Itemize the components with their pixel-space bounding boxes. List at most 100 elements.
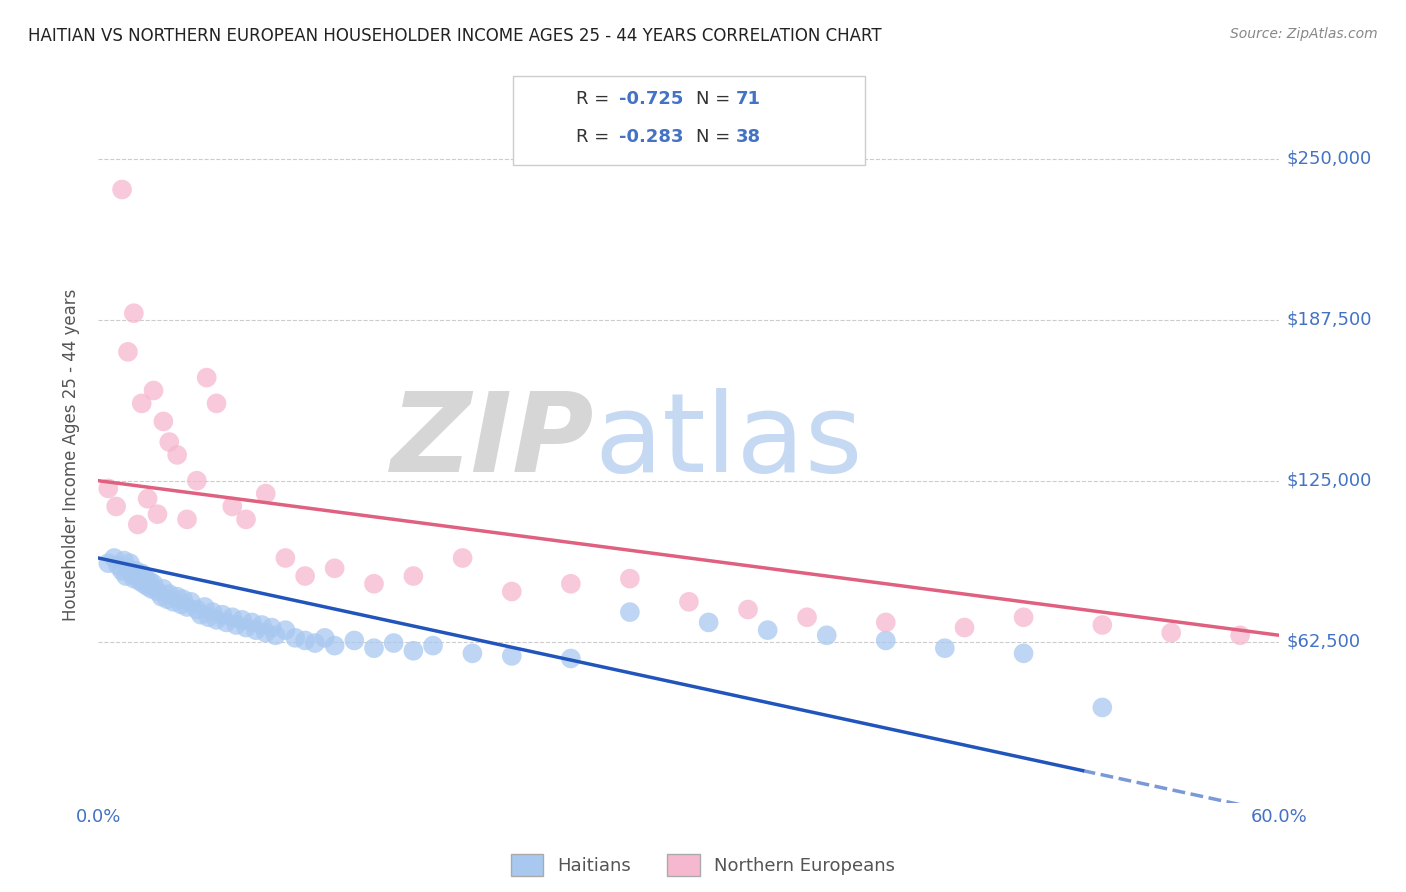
Point bbox=[117, 561, 139, 575]
Point bbox=[461, 646, 484, 660]
Point bbox=[235, 512, 257, 526]
Point bbox=[934, 641, 956, 656]
Point bbox=[235, 621, 257, 635]
Point bbox=[142, 384, 165, 398]
Point bbox=[221, 610, 243, 624]
Point bbox=[105, 500, 128, 514]
Point bbox=[176, 512, 198, 526]
Point bbox=[619, 572, 641, 586]
Point bbox=[697, 615, 720, 630]
Point bbox=[186, 602, 208, 616]
Point bbox=[1091, 618, 1114, 632]
Point bbox=[170, 598, 193, 612]
Point bbox=[304, 636, 326, 650]
Point bbox=[221, 500, 243, 514]
Text: -0.725: -0.725 bbox=[619, 90, 683, 108]
Point bbox=[152, 414, 174, 428]
Point bbox=[162, 595, 184, 609]
Point bbox=[402, 644, 425, 658]
Point bbox=[231, 613, 253, 627]
Point bbox=[284, 631, 307, 645]
Point bbox=[152, 582, 174, 596]
Point bbox=[953, 621, 976, 635]
Point bbox=[190, 607, 212, 622]
Point bbox=[245, 623, 267, 637]
Point bbox=[501, 584, 523, 599]
Point bbox=[150, 590, 173, 604]
Point bbox=[157, 435, 180, 450]
Point bbox=[136, 491, 159, 506]
Point bbox=[1012, 610, 1035, 624]
Point bbox=[146, 584, 169, 599]
Point bbox=[422, 639, 444, 653]
Point bbox=[260, 621, 283, 635]
Point bbox=[197, 610, 219, 624]
Point bbox=[142, 576, 165, 591]
Point bbox=[112, 553, 135, 567]
Point bbox=[678, 595, 700, 609]
Point bbox=[97, 556, 120, 570]
Point bbox=[1229, 628, 1251, 642]
Text: R =: R = bbox=[576, 90, 616, 108]
Point bbox=[875, 633, 897, 648]
Point bbox=[125, 564, 148, 578]
Legend: Haitians, Northern Europeans: Haitians, Northern Europeans bbox=[503, 847, 903, 883]
Point bbox=[619, 605, 641, 619]
Point bbox=[211, 607, 233, 622]
Point bbox=[205, 396, 228, 410]
Text: N =: N = bbox=[696, 128, 735, 146]
Point bbox=[180, 595, 202, 609]
Point bbox=[264, 628, 287, 642]
Point bbox=[1012, 646, 1035, 660]
Point bbox=[107, 558, 129, 573]
Point bbox=[314, 631, 336, 645]
Point bbox=[225, 618, 247, 632]
Point bbox=[111, 564, 134, 578]
Point bbox=[128, 574, 150, 589]
Point bbox=[166, 590, 188, 604]
Point bbox=[103, 551, 125, 566]
Point bbox=[363, 641, 385, 656]
Point bbox=[132, 576, 155, 591]
Point bbox=[122, 306, 145, 320]
Text: Source: ZipAtlas.com: Source: ZipAtlas.com bbox=[1230, 27, 1378, 41]
Point bbox=[172, 592, 194, 607]
Text: N =: N = bbox=[696, 90, 735, 108]
Point bbox=[166, 448, 188, 462]
Point bbox=[254, 625, 277, 640]
Text: R =: R = bbox=[576, 128, 616, 146]
Text: $250,000: $250,000 bbox=[1286, 150, 1372, 168]
Point bbox=[343, 633, 366, 648]
Point bbox=[205, 613, 228, 627]
Point bbox=[323, 561, 346, 575]
Point bbox=[194, 599, 217, 614]
Point bbox=[294, 569, 316, 583]
Point bbox=[560, 576, 582, 591]
Point bbox=[875, 615, 897, 630]
Point bbox=[756, 623, 779, 637]
Point bbox=[1091, 700, 1114, 714]
Point bbox=[195, 370, 218, 384]
Point bbox=[501, 648, 523, 663]
Text: 71: 71 bbox=[735, 90, 761, 108]
Point bbox=[254, 486, 277, 500]
Point bbox=[156, 592, 179, 607]
Point bbox=[274, 623, 297, 637]
Text: $187,500: $187,500 bbox=[1286, 310, 1372, 328]
Point bbox=[560, 651, 582, 665]
Point bbox=[141, 582, 163, 596]
Y-axis label: Householder Income Ages 25 - 44 years: Householder Income Ages 25 - 44 years bbox=[62, 289, 80, 621]
Point bbox=[111, 182, 134, 196]
Point bbox=[250, 618, 273, 632]
Point bbox=[240, 615, 263, 630]
Point bbox=[131, 396, 153, 410]
Point bbox=[135, 572, 157, 586]
Point bbox=[186, 474, 208, 488]
Point bbox=[131, 566, 153, 581]
Point bbox=[737, 602, 759, 616]
Point bbox=[323, 639, 346, 653]
Text: $125,000: $125,000 bbox=[1286, 472, 1372, 490]
Point bbox=[118, 556, 141, 570]
Text: atlas: atlas bbox=[595, 387, 863, 494]
Point bbox=[815, 628, 838, 642]
